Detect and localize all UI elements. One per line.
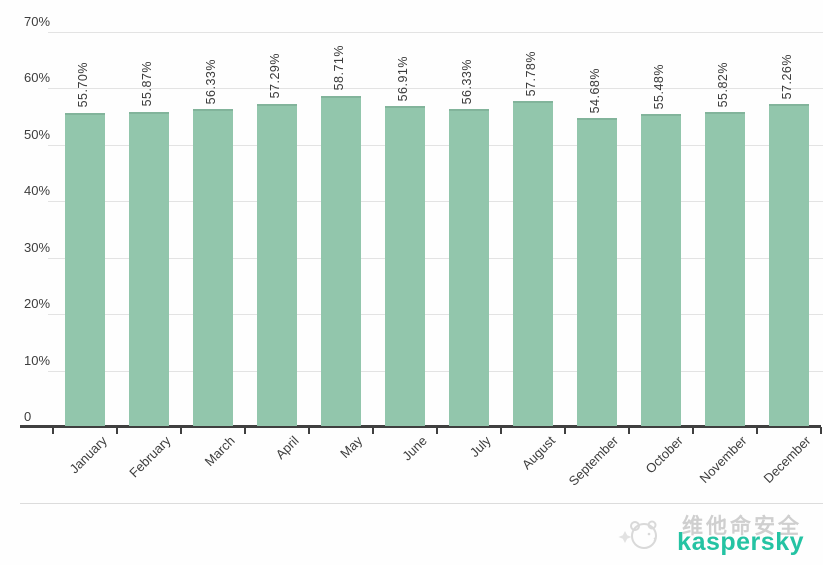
x-axis-label: October (642, 433, 686, 477)
x-axis-label: August (518, 433, 558, 473)
x-axis-tick (756, 427, 758, 434)
x-axis-tick (116, 427, 118, 434)
x-axis-label: July (466, 433, 494, 460)
bar (513, 101, 553, 426)
x-axis-tick (628, 427, 630, 434)
y-axis-label: 10% (24, 352, 51, 368)
bar-value-label: 56.91% (396, 55, 410, 101)
bar (641, 113, 681, 426)
bar-value-label: 54.68% (588, 68, 602, 114)
bar-value-label: 56.33% (204, 58, 218, 105)
bar-value-label: 55.70% (76, 62, 90, 108)
bar-value-label: 55.82% (716, 61, 730, 107)
x-axis-tick (244, 427, 246, 434)
gridline (48, 257, 823, 259)
x-axis-tick (52, 427, 54, 434)
y-axis-label: 20% (24, 296, 51, 312)
bar (769, 103, 809, 426)
x-axis-label: June (399, 433, 430, 464)
bar (257, 103, 297, 426)
footer-divider (20, 503, 823, 504)
x-axis-tick (820, 427, 822, 434)
gridline (48, 88, 823, 90)
x-axis-label: September (566, 433, 622, 489)
bar-value-label: 57.78% (524, 50, 538, 96)
x-axis-label: April (272, 433, 302, 463)
x-axis-label: May (337, 433, 366, 461)
x-axis-tick (692, 427, 694, 434)
x-axis-line (20, 425, 821, 428)
y-axis-label: 60% (24, 70, 51, 86)
bar (65, 112, 105, 426)
gridline (48, 201, 823, 203)
gridline (48, 314, 823, 316)
y-axis-label: 30% (24, 239, 51, 255)
bar-value-label: 57.26% (780, 53, 794, 99)
y-axis-label: 50% (24, 126, 51, 142)
x-axis-tick (308, 427, 310, 434)
x-axis-label: January (66, 433, 110, 477)
gridline (48, 370, 823, 372)
x-axis-tick (180, 427, 182, 434)
bar (321, 95, 361, 426)
gridline (48, 144, 823, 146)
bar (193, 109, 233, 426)
y-axis-label: 40% (24, 183, 51, 199)
y-axis-label: 0 (24, 409, 32, 424)
bar (449, 109, 489, 426)
bar (129, 111, 169, 426)
bar (705, 112, 745, 426)
bar (577, 118, 617, 426)
bar-value-label: 55.48% (652, 63, 666, 109)
x-axis-label: December (760, 433, 814, 487)
footer-logo-block: 维他命安全 kaspersky (618, 508, 808, 560)
x-axis-label: November (696, 433, 750, 487)
y-axis-label: 70% (24, 14, 51, 29)
bar-value-label: 55.87% (140, 61, 154, 107)
x-axis-tick (564, 427, 566, 434)
watermark-text-cn: 维他命安全 (682, 515, 802, 538)
x-axis-tick (500, 427, 502, 434)
x-axis-label: March (201, 433, 238, 470)
x-axis-tick (436, 427, 438, 434)
x-axis-tick (372, 427, 374, 434)
bar-value-label: 56.33% (460, 58, 474, 105)
kaspersky-logo: kaspersky (677, 528, 804, 556)
panda-mascot-watermark-icon (618, 511, 664, 562)
x-axis-label: February (126, 433, 174, 481)
bar-value-label: 57.29% (268, 53, 282, 99)
bar (385, 105, 425, 426)
bar-value-label: 58.71% (332, 45, 346, 91)
gridline (48, 32, 823, 33)
